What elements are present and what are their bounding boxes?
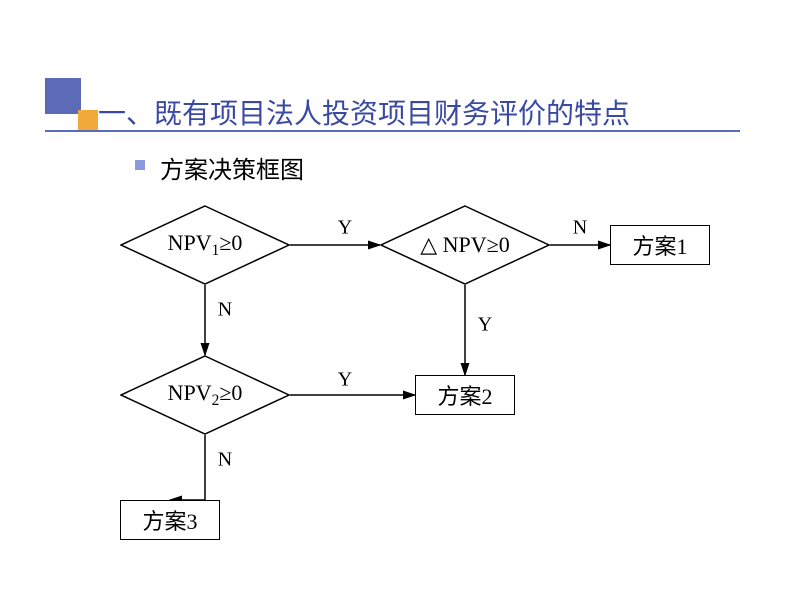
edge-label-d1-d2: Y bbox=[338, 217, 352, 240]
edge-label-d3-r2: Y bbox=[338, 369, 352, 392]
diamond-label-d1: NPV1≥0 bbox=[168, 230, 243, 260]
edge-label-d2-r1: N bbox=[573, 217, 587, 240]
edge-label-d3-r3: N bbox=[218, 449, 232, 472]
edge-label-d1-d3: N bbox=[218, 299, 232, 322]
diamond-label-d3: NPV2≥0 bbox=[168, 380, 243, 410]
rect-r2: 方案2 bbox=[415, 375, 515, 415]
rect-label-r2: 方案2 bbox=[437, 379, 492, 411]
edge-label-d2-r2: Y bbox=[478, 314, 492, 337]
diamond-label-d2: △ NPV≥0 bbox=[420, 232, 510, 258]
rect-r3: 方案3 bbox=[120, 500, 220, 540]
rect-label-r3: 方案3 bbox=[142, 504, 197, 536]
rect-r1: 方案1 bbox=[610, 225, 710, 265]
rect-label-r1: 方案1 bbox=[632, 229, 687, 261]
